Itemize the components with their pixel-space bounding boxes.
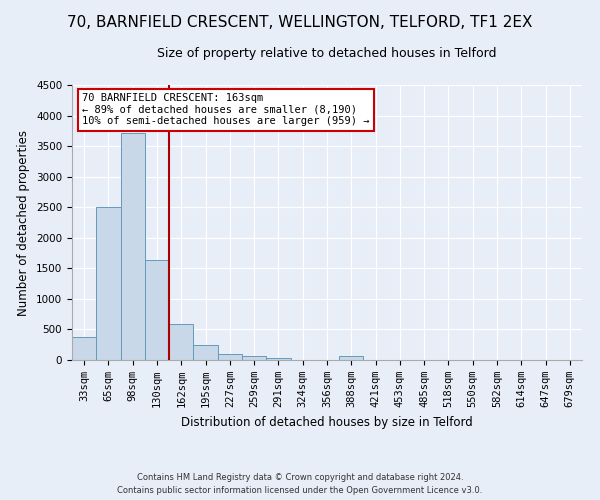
Bar — [96, 207, 121, 360]
Bar — [242, 356, 266, 360]
Bar — [266, 358, 290, 360]
Title: Size of property relative to detached houses in Telford: Size of property relative to detached ho… — [157, 47, 497, 60]
Bar — [169, 324, 193, 360]
Bar — [145, 260, 169, 360]
Y-axis label: Number of detached properties: Number of detached properties — [17, 130, 31, 316]
Text: 70, BARNFIELD CRESCENT, WELLINGTON, TELFORD, TF1 2EX: 70, BARNFIELD CRESCENT, WELLINGTON, TELF… — [67, 15, 533, 30]
Bar — [218, 354, 242, 360]
Text: 70 BARNFIELD CRESCENT: 163sqm
← 89% of detached houses are smaller (8,190)
10% o: 70 BARNFIELD CRESCENT: 163sqm ← 89% of d… — [82, 93, 370, 126]
Text: Contains HM Land Registry data © Crown copyright and database right 2024.
Contai: Contains HM Land Registry data © Crown c… — [118, 474, 482, 495]
Bar — [193, 346, 218, 360]
Bar — [72, 337, 96, 360]
Bar — [339, 356, 364, 360]
Bar — [121, 132, 145, 360]
X-axis label: Distribution of detached houses by size in Telford: Distribution of detached houses by size … — [181, 416, 473, 428]
